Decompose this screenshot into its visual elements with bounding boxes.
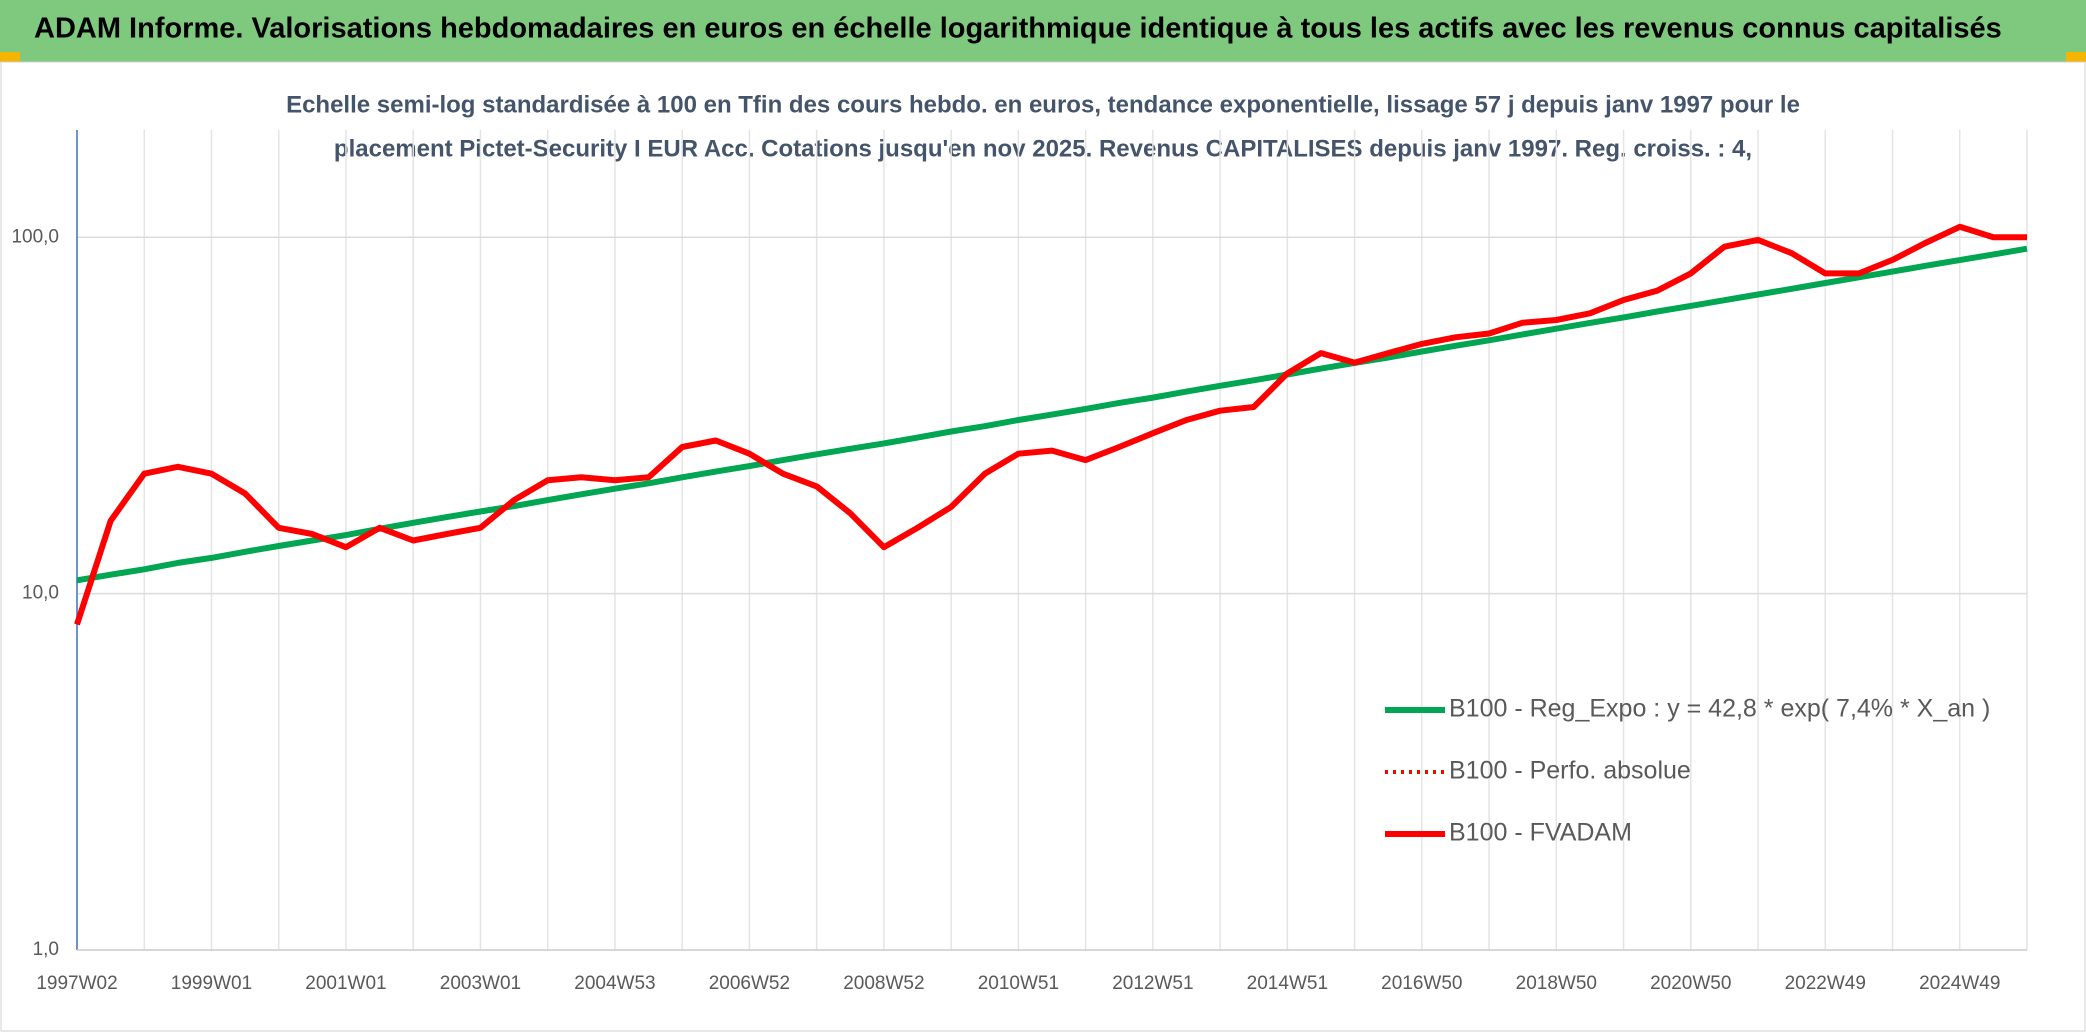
- x-tick-label: 2016W50: [1381, 973, 1462, 994]
- y-tick-label: 100,0: [11, 226, 59, 247]
- series-line: [76, 245, 2028, 584]
- x-tick-label: 2004W53: [574, 973, 655, 994]
- x-tick-label: 2018W50: [1516, 973, 1597, 994]
- x-tick-label: 1997W02: [36, 973, 117, 994]
- x-tick-label: 2012W51: [1112, 973, 1193, 994]
- series-line: [74, 223, 2027, 626]
- subtitle: placement Pictet-Security I EUR Acc. Cot…: [334, 135, 1752, 162]
- x-tick-label: 2020W50: [1650, 973, 1731, 994]
- x-tick-label: 2014W51: [1247, 973, 1328, 994]
- x-tick-label: 2006W52: [709, 973, 790, 994]
- y-tick-label: 1,0: [33, 939, 59, 960]
- x-tick-label: 1999W01: [171, 973, 252, 994]
- x-tick-label: 2008W52: [843, 973, 924, 994]
- x-tick-label: 2003W01: [440, 973, 521, 994]
- subtitle: Echelle semi-log standardisée à 100 en T…: [286, 91, 1800, 118]
- legend-label: B100 - Perfo. absolue: [1449, 757, 1691, 785]
- chart-frame: [0, 61, 2086, 1032]
- x-tick-label: 2022W49: [1785, 973, 1866, 994]
- x-tick-label: 2024W49: [1919, 973, 2000, 994]
- y-tick-label: 10,0: [22, 583, 59, 604]
- corner: [2066, 52, 2086, 62]
- x-tick-label: 2010W51: [978, 973, 1059, 994]
- corner: [0, 52, 20, 62]
- x-tick-label: 2001W01: [305, 973, 386, 994]
- chart-title: ADAM Informe. Valorisations hebdomadaire…: [34, 13, 2002, 45]
- legend-label: B100 - Reg_Expo : y = 42,8 * exp( 7,4% *…: [1449, 695, 1990, 723]
- title-banner: [0, 0, 2086, 62]
- legend-label: B100 - FVADAM: [1449, 819, 1632, 847]
